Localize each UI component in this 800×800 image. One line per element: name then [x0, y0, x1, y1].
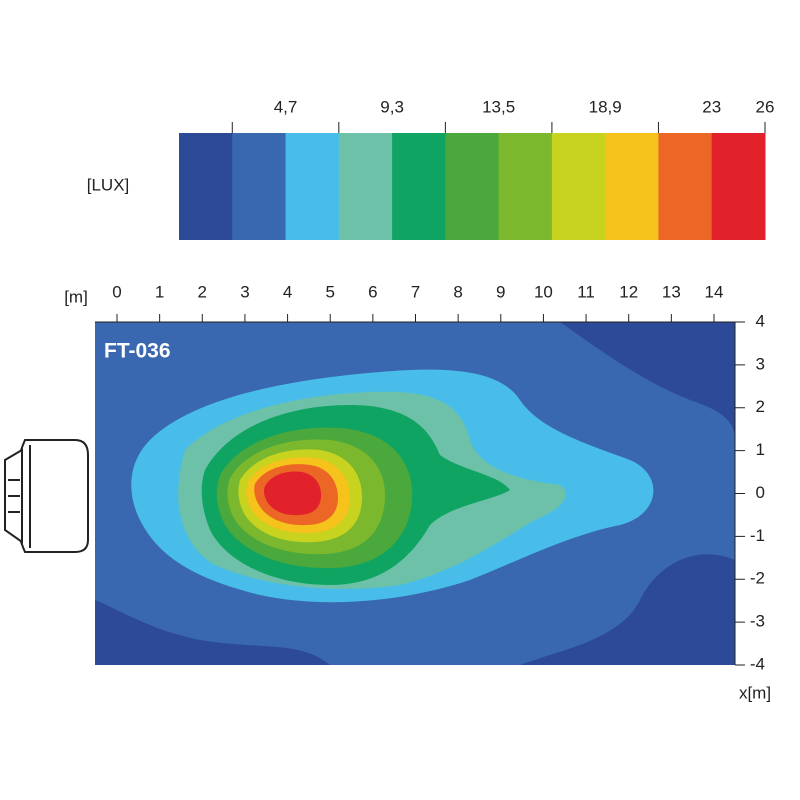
color-swatch [605, 133, 659, 240]
y-tick-label: 2 [756, 397, 765, 416]
legend-label: 13,5 [482, 97, 515, 116]
x-tick-label: 12 [619, 282, 638, 301]
x-tick-label: 13 [662, 282, 681, 301]
color-swatch [232, 133, 287, 240]
color-swatch [658, 133, 713, 240]
y-tick-label: -1 [750, 526, 765, 545]
y-tick-label: -2 [750, 569, 765, 588]
color-swatch [445, 133, 500, 240]
x-tick-label: 14 [705, 282, 724, 301]
x-tick-label: 8 [453, 282, 462, 301]
x-tick-label: 4 [283, 282, 292, 301]
color-swatch [179, 133, 233, 240]
y-tick-label: -3 [750, 612, 765, 631]
color-swatch [498, 133, 553, 240]
y-tick-label: 0 [756, 483, 765, 502]
color-swatch [711, 133, 766, 240]
legend-label: 9,3 [380, 97, 404, 116]
y-tick-label: 1 [756, 440, 765, 459]
x-unit: [m] [64, 287, 88, 306]
color-swatch [551, 133, 606, 240]
x-tick-label: 5 [325, 282, 334, 301]
x-tick-label: 11 [577, 282, 595, 301]
x-tick-label: 1 [155, 282, 164, 301]
legend-label: 18,9 [589, 97, 622, 116]
lux-unit: [LUX] [87, 175, 130, 194]
x-tick-label: 7 [411, 282, 420, 301]
color-swatch [392, 133, 446, 240]
y-tick-label: -4 [750, 654, 765, 673]
x-tick-label: 0 [112, 282, 121, 301]
x-tick-label: 2 [198, 282, 207, 301]
color-bar: 4,7 9,3 13,5 18,9 23 26 [179, 97, 774, 240]
x-tick-label: 9 [496, 282, 505, 301]
x-tick-label: 6 [368, 282, 377, 301]
y-tick-label: 4 [756, 311, 765, 330]
color-swatch [338, 133, 393, 240]
color-swatch [285, 133, 340, 240]
y-tick-label: 3 [756, 354, 765, 373]
legend-label: 26 [756, 97, 775, 116]
legend-label: 4,7 [274, 97, 298, 116]
x-tick-label: 10 [534, 282, 553, 301]
plot-title: FT-036 [104, 340, 171, 363]
x-tick-label: 3 [240, 282, 249, 301]
light-map [95, 322, 735, 665]
lamp-icon [4, 439, 89, 553]
y-unit: x[m] [739, 683, 771, 702]
legend-label: 23 [702, 97, 721, 116]
